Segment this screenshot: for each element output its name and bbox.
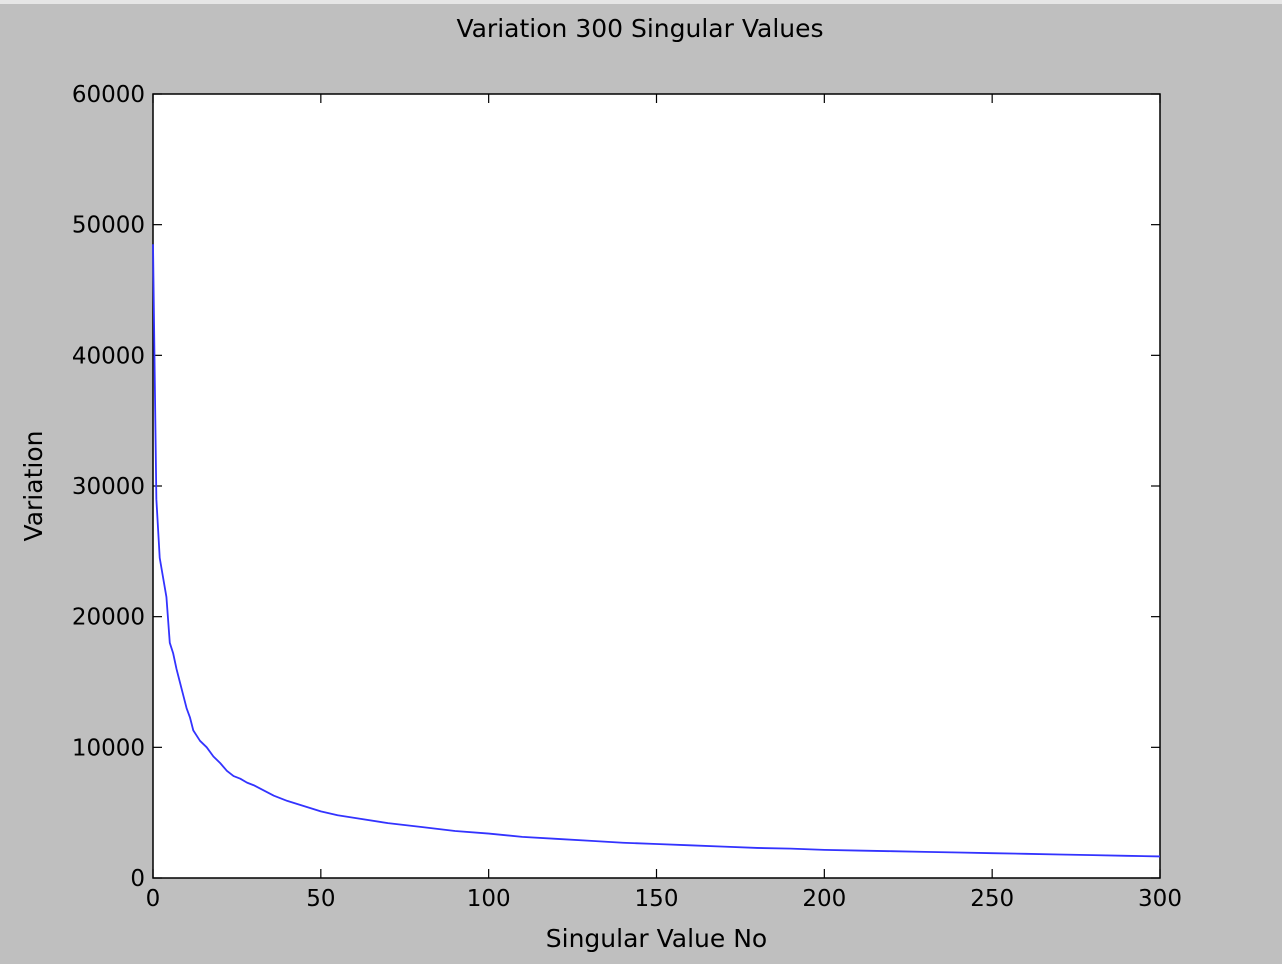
series-layer — [152, 244, 1161, 858]
x-tick-label-0: 0 — [146, 886, 161, 912]
y-tick-label-0: 0 — [130, 866, 145, 892]
y-tick-label-2: 20000 — [72, 605, 145, 631]
axis-ticks — [152, 93, 1161, 879]
plot-area — [152, 93, 1161, 879]
series-line-0 — [152, 244, 1161, 858]
x-tick-label-2: 100 — [467, 886, 511, 912]
x-axis-label: Singular Value No — [546, 924, 767, 953]
x-tick-label-3: 150 — [635, 886, 679, 912]
y-tick-label-3: 30000 — [72, 474, 145, 500]
x-tick-label-6: 300 — [1138, 886, 1182, 912]
x-tick-label-1: 50 — [306, 886, 335, 912]
x-tick-label-5: 250 — [970, 886, 1014, 912]
figure-top-border — [0, 0, 1282, 4]
y-tick-label-5: 50000 — [72, 213, 145, 239]
x-tick-label-4: 200 — [802, 886, 846, 912]
tick-labels: 0 50 100 150 200 250 300 0 10000 20000 30000 40000 5… — [72, 82, 1182, 912]
y-tick-label-1: 10000 — [72, 735, 145, 761]
y-tick-label-4: 40000 — [72, 343, 145, 369]
chart-title: Variation 300 Singular Values — [456, 14, 823, 43]
y-axis-label: Variation — [19, 431, 48, 542]
y-tick-label-6: 60000 — [72, 82, 145, 108]
